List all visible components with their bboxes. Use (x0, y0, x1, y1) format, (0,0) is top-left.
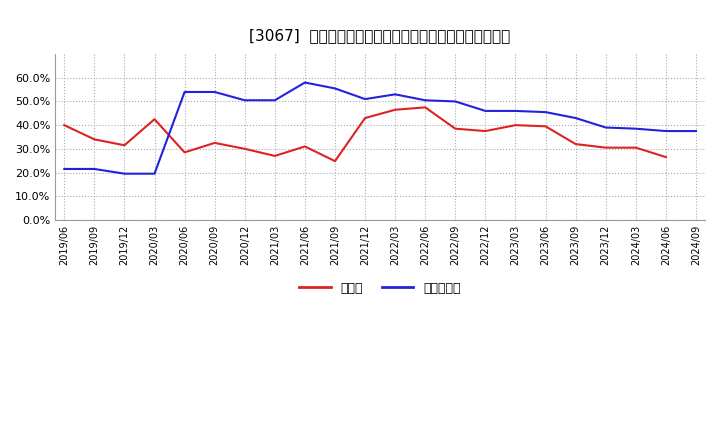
Title: [3067]  現預金、有利子負債の総資産に対する比率の推移: [3067] 現預金、有利子負債の総資産に対する比率の推移 (250, 28, 510, 43)
有利子負債 (240, 98, 249, 103)
有利子負債 (120, 171, 129, 176)
有利子負債 (300, 80, 309, 85)
有利子負債 (210, 89, 219, 95)
有利子負債 (541, 110, 550, 115)
有利子負債 (150, 171, 159, 176)
現頃金 (601, 145, 610, 150)
現頃金 (391, 107, 400, 112)
現頃金 (361, 115, 369, 121)
現頃金 (541, 124, 550, 129)
有利子負債 (631, 126, 640, 131)
現頃金 (240, 146, 249, 151)
有利子負債 (90, 166, 99, 172)
有利子負債 (180, 89, 189, 95)
現頃金 (300, 144, 309, 149)
現頃金 (481, 128, 490, 134)
有利子負債 (601, 125, 610, 130)
有利子負債 (511, 108, 520, 114)
有利子負債 (421, 98, 430, 103)
現頃金 (330, 158, 339, 164)
Legend: 現頃金, 有利子負債: 現頃金, 有利子負債 (294, 277, 466, 300)
現頃金 (150, 117, 159, 122)
有利子負債 (361, 96, 369, 102)
現頃金 (90, 137, 99, 142)
現頃金 (120, 143, 129, 148)
現頃金 (421, 105, 430, 110)
有利子負債 (692, 128, 701, 134)
有利子負債 (662, 128, 670, 134)
現頃金 (511, 122, 520, 128)
有利子負債 (481, 108, 490, 114)
現頃金 (180, 150, 189, 155)
有利子負債 (60, 166, 68, 172)
有利子負債 (330, 86, 339, 91)
現頃金 (271, 153, 279, 158)
Line: 現頃金: 現頃金 (64, 107, 666, 161)
現頃金 (662, 154, 670, 160)
有利子負債 (391, 92, 400, 97)
現頃金 (60, 122, 68, 128)
有利子負債 (572, 115, 580, 121)
現頃金 (572, 141, 580, 147)
現頃金 (210, 140, 219, 146)
Line: 有利子負債: 有利子負債 (64, 83, 696, 174)
有利子負債 (271, 98, 279, 103)
有利子負債 (451, 99, 459, 104)
現頃金 (631, 145, 640, 150)
現頃金 (451, 126, 459, 131)
